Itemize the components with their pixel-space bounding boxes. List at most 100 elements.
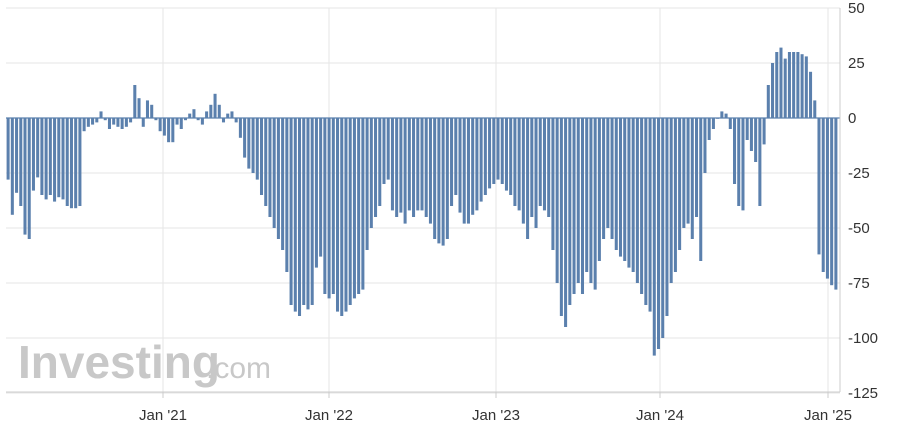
bar — [196, 118, 200, 121]
bar — [572, 118, 576, 294]
bar — [264, 118, 268, 206]
bar — [513, 118, 517, 206]
bar — [386, 118, 390, 180]
bar — [479, 118, 483, 202]
bar — [82, 118, 86, 132]
bar — [428, 118, 432, 224]
bar — [433, 118, 437, 239]
bar — [551, 118, 555, 250]
bar — [450, 118, 454, 206]
bar — [302, 118, 306, 305]
bar — [585, 118, 589, 272]
bar — [711, 118, 715, 129]
bar — [458, 118, 462, 213]
bar — [259, 118, 264, 195]
bar — [365, 118, 369, 250]
y-tick-label: -125 — [848, 385, 878, 402]
bar — [390, 118, 394, 211]
bar — [348, 118, 352, 305]
bar — [678, 118, 682, 250]
bar — [407, 118, 411, 211]
bar — [568, 118, 572, 305]
bar — [124, 118, 128, 127]
bar — [243, 118, 247, 158]
bar — [23, 118, 27, 235]
bar — [200, 118, 204, 125]
bar — [758, 118, 762, 206]
bar — [589, 118, 593, 283]
bar — [251, 118, 255, 173]
bar — [787, 52, 791, 118]
bar — [31, 118, 35, 191]
bar — [652, 118, 656, 356]
bar — [817, 118, 821, 255]
bar — [175, 118, 179, 125]
bar — [454, 118, 458, 195]
bar — [314, 118, 318, 268]
bar — [230, 111, 234, 118]
bar — [331, 118, 335, 294]
bar — [614, 118, 618, 250]
bar — [213, 93, 217, 118]
bar — [804, 56, 808, 118]
x-tick-label: Jan '21 — [139, 407, 187, 424]
bar — [749, 118, 753, 151]
bar — [564, 118, 568, 327]
bar — [378, 118, 382, 206]
bar — [310, 118, 314, 305]
bar — [120, 118, 124, 129]
bar — [268, 118, 272, 217]
bar — [496, 118, 500, 180]
bar — [618, 118, 623, 257]
y-tick-label: 25 — [848, 55, 865, 72]
bar — [830, 118, 834, 286]
x-tick-label: Jan '22 — [305, 407, 353, 424]
bar — [91, 118, 95, 125]
bar — [471, 118, 475, 215]
bar — [526, 118, 530, 239]
bar — [492, 118, 496, 184]
bar — [648, 118, 652, 312]
bar — [673, 118, 677, 272]
y-tick-label: -25 — [848, 165, 870, 182]
bar — [509, 118, 513, 195]
bar — [703, 118, 707, 173]
bar — [547, 118, 551, 217]
bar — [695, 118, 699, 217]
bar — [44, 118, 48, 200]
bar — [150, 104, 154, 118]
bar — [644, 118, 648, 305]
bar — [792, 52, 796, 118]
bar — [281, 118, 285, 250]
bar — [188, 113, 192, 118]
x-tick-label: Jan '23 — [472, 407, 520, 424]
bar — [834, 118, 838, 290]
bar — [606, 118, 610, 228]
bar — [737, 118, 741, 206]
bar — [416, 118, 420, 211]
bar — [205, 111, 209, 118]
bar — [707, 118, 711, 140]
bar — [255, 118, 259, 180]
bar — [597, 118, 601, 261]
bar — [319, 118, 323, 257]
bar — [61, 118, 65, 200]
bar — [179, 118, 183, 129]
bar — [95, 118, 99, 123]
bar — [327, 118, 331, 299]
bar — [825, 118, 829, 279]
bar — [462, 118, 466, 224]
bar — [217, 104, 221, 118]
bar — [162, 118, 166, 136]
bar — [559, 118, 563, 316]
bar — [78, 118, 82, 206]
bar — [420, 118, 424, 211]
y-tick-label: 50 — [848, 0, 865, 17]
logo-wordmark: Investing — [18, 336, 220, 388]
bar — [766, 85, 770, 118]
bar — [745, 118, 749, 140]
y-tick-label: -75 — [848, 275, 870, 292]
bar — [593, 118, 597, 290]
bar — [733, 118, 737, 184]
